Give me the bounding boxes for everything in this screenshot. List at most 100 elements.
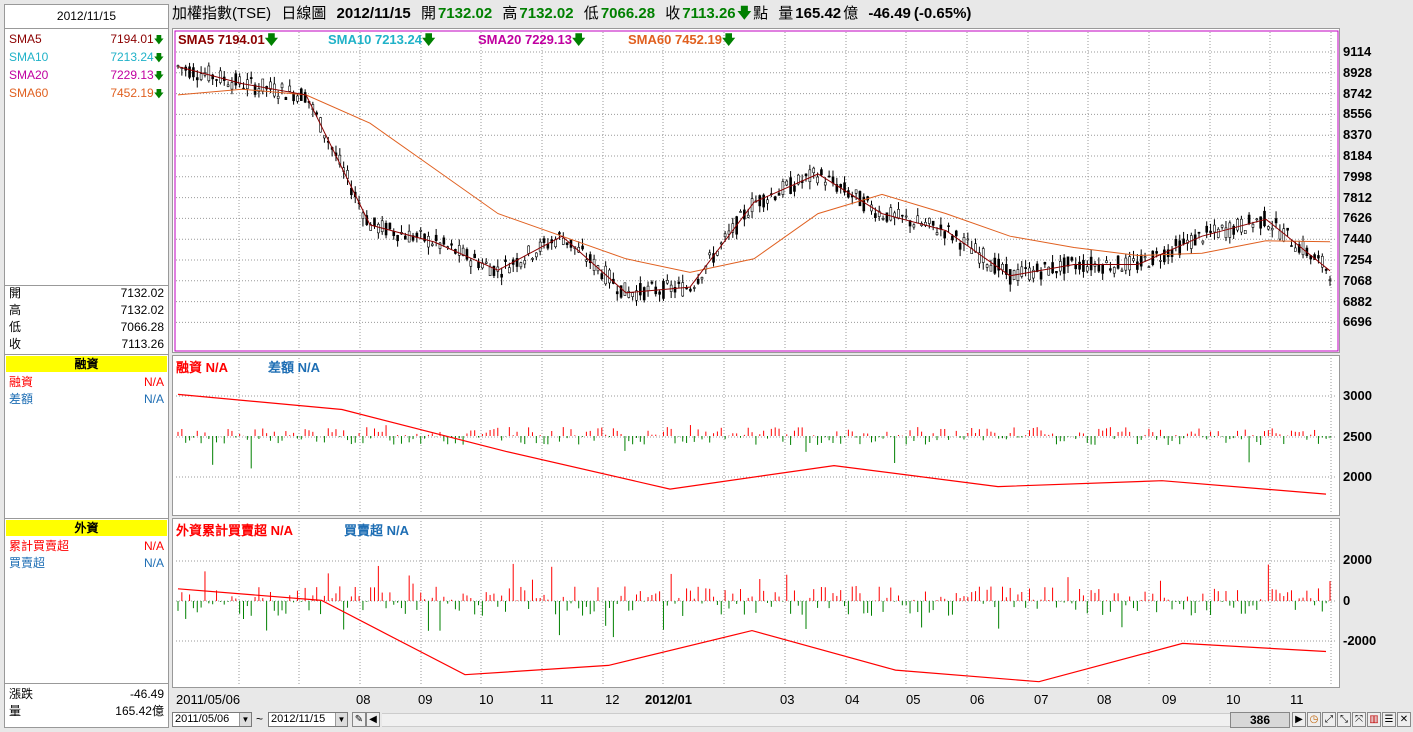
candle-body (858, 191, 862, 207)
settings-icon[interactable]: ☰ (1382, 712, 1396, 727)
candle-body (912, 224, 916, 228)
foreign-row: 買賣超 N/A (9, 555, 164, 572)
candle-body (978, 252, 981, 264)
to-date-select[interactable]: 2012/11/15 ▼ (268, 712, 348, 727)
candle-body (473, 253, 476, 259)
price-tick-label: 7998 (1343, 168, 1372, 184)
down-arrow-icon: 🡇 (153, 35, 164, 46)
ohlc-row-label: 低 (9, 320, 22, 334)
candle-body (615, 291, 619, 295)
x-tick-label: 05 (906, 692, 921, 707)
price-tick-label: 8928 (1343, 64, 1372, 80)
candle-body (554, 239, 557, 248)
period-icon[interactable]: ◷ (1307, 712, 1321, 727)
candle-body (211, 74, 214, 80)
candle-body (1047, 266, 1051, 276)
candle-body (816, 176, 819, 184)
price-tick-label: 7068 (1343, 272, 1372, 288)
x-tick-label: 06 (970, 692, 985, 707)
price-tick-label: 7440 (1343, 231, 1372, 247)
candle-body (666, 280, 669, 284)
change-pct: (-0.65%) (913, 5, 972, 22)
candle-body (1243, 230, 1247, 234)
fit-icon[interactable]: ⤧ (1352, 712, 1366, 727)
candle-body (885, 212, 889, 222)
scroll-left-icon[interactable]: ◀ (366, 712, 380, 727)
candle-body (280, 83, 284, 89)
candle-body (434, 234, 438, 241)
candle-body (685, 287, 688, 290)
candle-body (877, 210, 881, 217)
margin-row: 差額 N/A (9, 391, 164, 408)
candle-body (1294, 247, 1297, 252)
candle-body (1136, 261, 1139, 270)
ohlc-row: 開 7132.02 (9, 285, 164, 302)
candle-body (619, 285, 623, 298)
from-date-select[interactable]: 2011/05/06 ▼ (172, 712, 252, 727)
scrollbar-track[interactable] (382, 713, 1230, 727)
candle-body (1328, 279, 1332, 281)
candle-body (608, 269, 611, 284)
candle-body (1213, 224, 1216, 233)
summary-row-value: -46.49 (129, 687, 164, 701)
candle-body (1109, 268, 1112, 271)
candle-body (492, 265, 496, 276)
candle-body (276, 95, 280, 99)
candle-body (708, 252, 711, 256)
candle-body (561, 237, 565, 245)
candle-body (1089, 256, 1093, 271)
close-icon[interactable]: ✕ (1397, 712, 1411, 727)
candle-body (785, 180, 789, 186)
candle-body (1290, 245, 1293, 247)
candle-body (234, 73, 238, 86)
candle-body (1147, 266, 1151, 269)
candle-body (1001, 263, 1004, 271)
ohlc-row-label: 高 (9, 303, 22, 317)
candle-body (985, 264, 989, 268)
foreign-section-title: 外資 (6, 520, 167, 536)
x-tick-label: 10 (479, 692, 494, 707)
candle-body (1317, 255, 1320, 259)
x-tick-label: 03 (780, 692, 795, 707)
candle-body (284, 97, 288, 100)
candle-body (700, 277, 704, 280)
candle-body (508, 267, 511, 274)
down-arrow-icon: 🡇 (721, 32, 736, 47)
pen-icon[interactable]: ✎ (352, 712, 366, 727)
candle-body (1055, 270, 1058, 274)
candle-body (954, 230, 958, 237)
candle-body (303, 92, 307, 103)
candle-body (581, 245, 584, 250)
candle-body (1132, 258, 1135, 262)
ohlc-row-label: 收 (9, 337, 22, 351)
candle-body (257, 88, 261, 93)
candle-body (1116, 255, 1120, 269)
candle-body (361, 212, 365, 219)
candle-body (273, 83, 276, 97)
candle-body (515, 258, 519, 267)
candle-body (469, 260, 473, 267)
candle-body (1247, 214, 1251, 224)
candle-body (192, 67, 195, 78)
x-tick-label: 04 (845, 692, 860, 707)
candle-body (897, 209, 900, 219)
x-tick-label: 11 (1290, 692, 1304, 707)
zoom-out-icon[interactable]: ⤡ (1337, 712, 1351, 727)
sma-row: SMA60 7452.19🡇 (9, 85, 164, 102)
candle-body (315, 112, 319, 115)
sma-row-label: SMA5 (9, 32, 42, 46)
candle-body (1024, 267, 1027, 270)
candle-body (565, 242, 569, 245)
candle-body (438, 242, 442, 249)
candle-body (1263, 210, 1266, 227)
zoom-in-icon[interactable]: ⤢ (1322, 712, 1336, 727)
chart-type-icon[interactable]: ▥ (1367, 712, 1381, 727)
scroll-right-icon[interactable]: ▶ (1292, 712, 1306, 727)
candle-body (430, 243, 434, 246)
price-plot-frame (174, 30, 1339, 352)
series-line-SMA5 (177, 66, 1331, 294)
candle-body (1320, 256, 1324, 268)
candle-body (727, 230, 731, 235)
candle-body (1174, 238, 1178, 246)
